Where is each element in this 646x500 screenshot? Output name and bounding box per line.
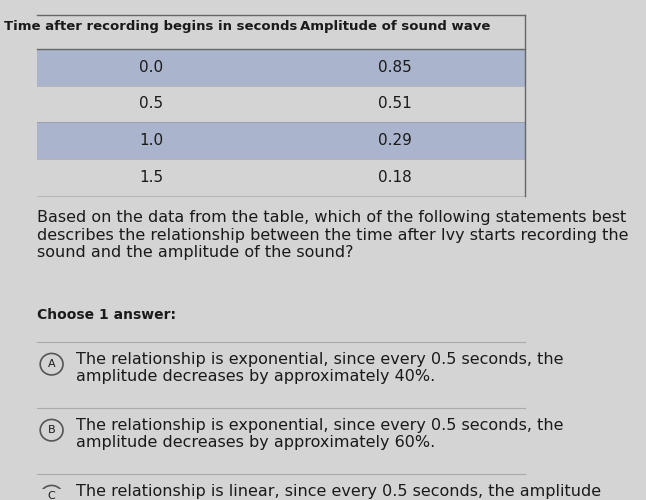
Bar — [37, 122, 525, 159]
Text: C: C — [48, 491, 56, 500]
Text: The relationship is linear, since every 0.5 seconds, the amplitude: The relationship is linear, since every … — [76, 484, 601, 499]
Text: Time after recording begins in seconds: Time after recording begins in seconds — [5, 20, 298, 32]
Text: 0.85: 0.85 — [378, 60, 412, 74]
Text: The relationship is exponential, since every 0.5 seconds, the
amplitude decrease: The relationship is exponential, since e… — [76, 352, 563, 384]
Text: Amplitude of sound wave: Amplitude of sound wave — [300, 20, 490, 32]
Text: Based on the data from the table, which of the following statements best
describ: Based on the data from the table, which … — [37, 210, 629, 260]
Text: 0.51: 0.51 — [378, 96, 412, 112]
Text: 0.0: 0.0 — [139, 60, 163, 74]
Bar — [37, 49, 525, 86]
Text: 1.0: 1.0 — [139, 133, 163, 148]
Text: B: B — [48, 425, 56, 435]
Text: 0.29: 0.29 — [378, 133, 412, 148]
Text: 0.18: 0.18 — [378, 170, 412, 184]
Text: 1.5: 1.5 — [139, 170, 163, 184]
Text: Choose 1 answer:: Choose 1 answer: — [37, 308, 176, 322]
Text: The relationship is exponential, since every 0.5 seconds, the
amplitude decrease: The relationship is exponential, since e… — [76, 418, 563, 450]
Text: A: A — [48, 359, 56, 369]
Text: 0.5: 0.5 — [139, 96, 163, 112]
